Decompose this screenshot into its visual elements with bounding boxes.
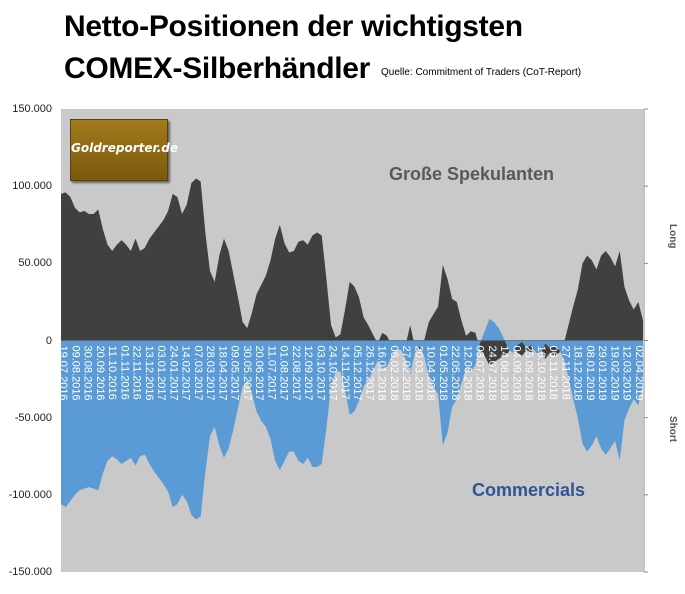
x-tick-label: 12.09.2017 [302,346,314,401]
logo-text: Goldreporter.de [71,141,178,155]
source-note: Quelle: Commitment of Traders (CoT-Repor… [381,67,582,78]
x-tick-label: 04.09.2018 [510,346,522,401]
y-tick-label: 150.000 [12,103,52,115]
x-tick-label: 20.06.2017 [253,346,265,401]
y-tick-label: -50.000 [14,411,52,424]
long-label: Long [667,224,678,249]
chart-title-line-1: Netto-Positionen der wichtigsten [64,10,523,43]
label-grosse-spekulanten: Große Spekulanten [389,164,555,184]
y-tick-label: -100.000 [8,488,52,501]
y-tick-label: 100.000 [12,180,52,193]
x-tick-label: 22.11.2016 [131,346,143,400]
y-tick-label: 0 [45,334,52,347]
x-tick-label: 28.03.2017 [204,346,216,401]
chart-title: Netto-Positionen der wichtigsten COMEX-S… [64,6,523,90]
x-tick-label: 18.04.2017 [216,346,228,401]
x-tick-label: 01.05.2018 [437,346,449,401]
x-tick-label: 25.09.2018 [523,346,535,401]
x-tick-label: 24.01.2017 [167,346,179,401]
y-tick-label: 50.000 [18,257,52,270]
chart-title-line-2: COMEX-Silberhändler [64,52,371,85]
series-area-commercials [61,318,643,520]
x-tick-label: 19.07.2016 [57,346,69,401]
x-tick-label: 24.07.2018 [486,346,498,401]
x-tick-label: 14.11.2017 [339,346,351,400]
label-commercials: Commercials [472,480,586,500]
short-label: Short [667,416,678,443]
x-tick-label: 03.01.2017 [155,346,167,401]
x-tick-label: 30.08.2016 [82,346,94,401]
x-tick-label: 20.09.2016 [94,346,106,401]
x-tick-label: 02.04.2019 [633,346,645,401]
x-tick-label: 06.11.2018 [547,346,559,400]
x-tick-label: 05.12.2017 [351,346,363,401]
x-tick-label: 01.11.2016 [118,346,130,400]
x-tick-label: 14.08.2018 [498,346,510,401]
x-tick-label: 26.12.2017 [363,346,375,401]
x-tick-label: 08.01.2019 [584,346,596,401]
x-tick-label: 18.12.2018 [572,346,584,401]
x-tick-label: 16.10.2018 [535,346,547,401]
x-tick-label: 11.10.2016 [106,346,118,400]
x-tick-label: 03.07.2018 [474,346,486,401]
x-tick-label: 13.12.2016 [143,346,155,401]
x-tick-label: 16.01.2018 [376,346,388,401]
y-tick-label: -150.000 [8,566,52,578]
x-tick-label: 09.05.2017 [229,346,241,401]
x-tick-label: 01.08.2017 [278,346,290,401]
x-tick-label: 20.03.2018 [412,346,424,401]
x-tick-label: 27.11.2018 [560,346,572,400]
x-tick-label: 09.08.2016 [69,346,81,401]
x-tick-label: 12.03.2019 [621,346,633,401]
x-tick-label: 24.10.2017 [327,346,339,401]
x-tick-label: 12.06.2018 [461,346,473,401]
goldreporter-logo: Goldreporter.de [70,119,178,181]
x-tick-label: 06.02.2018 [388,346,400,401]
x-tick-label: 27.02.2018 [400,346,412,401]
x-tick-label: 14.02.2017 [180,346,192,401]
x-tick-label: 11.07.2017 [265,346,277,400]
x-tick-label: 19.02.2019 [609,346,621,401]
x-tick-label: 03.10.2017 [314,346,326,401]
x-tick-label: 10.04.2018 [425,346,437,401]
x-tick-label: 07.03.2017 [192,346,204,401]
x-tick-label: 22.08.2017 [290,346,302,401]
x-tick-label: 30.05.2017 [241,346,253,401]
x-tick-label: 22.05.2018 [449,346,461,401]
series-area-grosse-spekulanten [61,178,643,366]
x-tick-label: 29.01.2019 [596,346,608,401]
